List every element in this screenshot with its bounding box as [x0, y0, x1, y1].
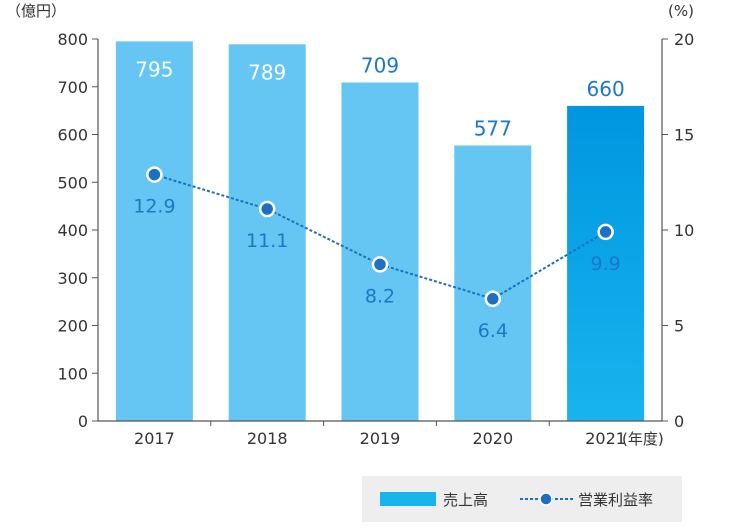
- right-tick-label-5: 5: [674, 317, 684, 336]
- left-tick-label-300: 300: [57, 269, 88, 288]
- x-tick-label-2018: 2018: [247, 429, 288, 448]
- margin-value-label-2019: 8.2: [365, 285, 395, 307]
- bar-value-label-2020: 577: [474, 117, 512, 141]
- bar-value-label-2019: 709: [361, 54, 399, 78]
- x-tick-label-2021: 2021: [585, 429, 626, 448]
- right-tick-label-10: 10: [674, 221, 694, 240]
- left-tick-label-0: 0: [78, 412, 88, 431]
- left-tick-label-100: 100: [57, 364, 88, 383]
- margin-value-label-2020: 6.4: [478, 320, 508, 342]
- x-tick-label-2020: 2020: [472, 429, 513, 448]
- margin-point-2017: [146, 166, 163, 183]
- bar-value-label-2021: 660: [587, 77, 625, 101]
- margin-point-2021: [597, 223, 614, 241]
- legend-line-marker: [539, 492, 553, 506]
- right-tick-label-20: 20: [674, 30, 694, 49]
- left-tick-label-200: 200: [57, 317, 88, 336]
- bar-2018: [228, 44, 306, 422]
- left-tick-label-500: 500: [57, 173, 88, 192]
- margin-point-2018: [258, 200, 276, 218]
- labels-layer: 795 789 709 577 660 12.9 11.1 8.2 6.4 9.9: [133, 54, 624, 342]
- left-tick-label-400: 400: [57, 221, 88, 240]
- bar-2019: [341, 82, 419, 421]
- left-tick-label-800: 800: [57, 30, 88, 49]
- x-tick-label-2017: 2017: [134, 429, 175, 448]
- margin-point-2020: [484, 290, 502, 308]
- x-tick-label-2019: 2019: [360, 429, 401, 448]
- bars-layer: [115, 41, 645, 422]
- margin-value-label-2021: 9.9: [590, 253, 620, 275]
- legend-label-margin: 営業利益率: [578, 491, 653, 509]
- right-tick-label-15: 15: [674, 126, 694, 145]
- margin-value-label-2018: 11.1: [246, 230, 288, 252]
- right-axis-unit: (%): [668, 2, 694, 20]
- margin-point-2019: [371, 256, 389, 273]
- bar-value-label-2018: 789: [248, 60, 286, 84]
- left-tick-label-600: 600: [57, 126, 88, 145]
- right-tick-label-0: 0: [674, 412, 684, 431]
- margin-line: [154, 173, 607, 300]
- bar-2021: [567, 105, 645, 422]
- legend-bar-swatch: [380, 492, 436, 506]
- bar-2017: [115, 41, 193, 422]
- x-axis-unit: (年度): [622, 430, 664, 448]
- line-layer: [146, 166, 614, 308]
- bar-value-label-2017: 795: [135, 57, 173, 81]
- axes-layer: 0 100 200 300 400 500 600 700 800 0 5 10 15 20 2017 201…: [57, 30, 694, 448]
- left-tick-label-700: 700: [57, 78, 88, 97]
- margin-value-label-2017: 12.9: [133, 196, 175, 218]
- left-axis-unit: （億円）: [6, 2, 66, 20]
- legend: 売上高 営業利益率: [362, 476, 682, 522]
- legend-label-sales: 売上高: [443, 491, 488, 509]
